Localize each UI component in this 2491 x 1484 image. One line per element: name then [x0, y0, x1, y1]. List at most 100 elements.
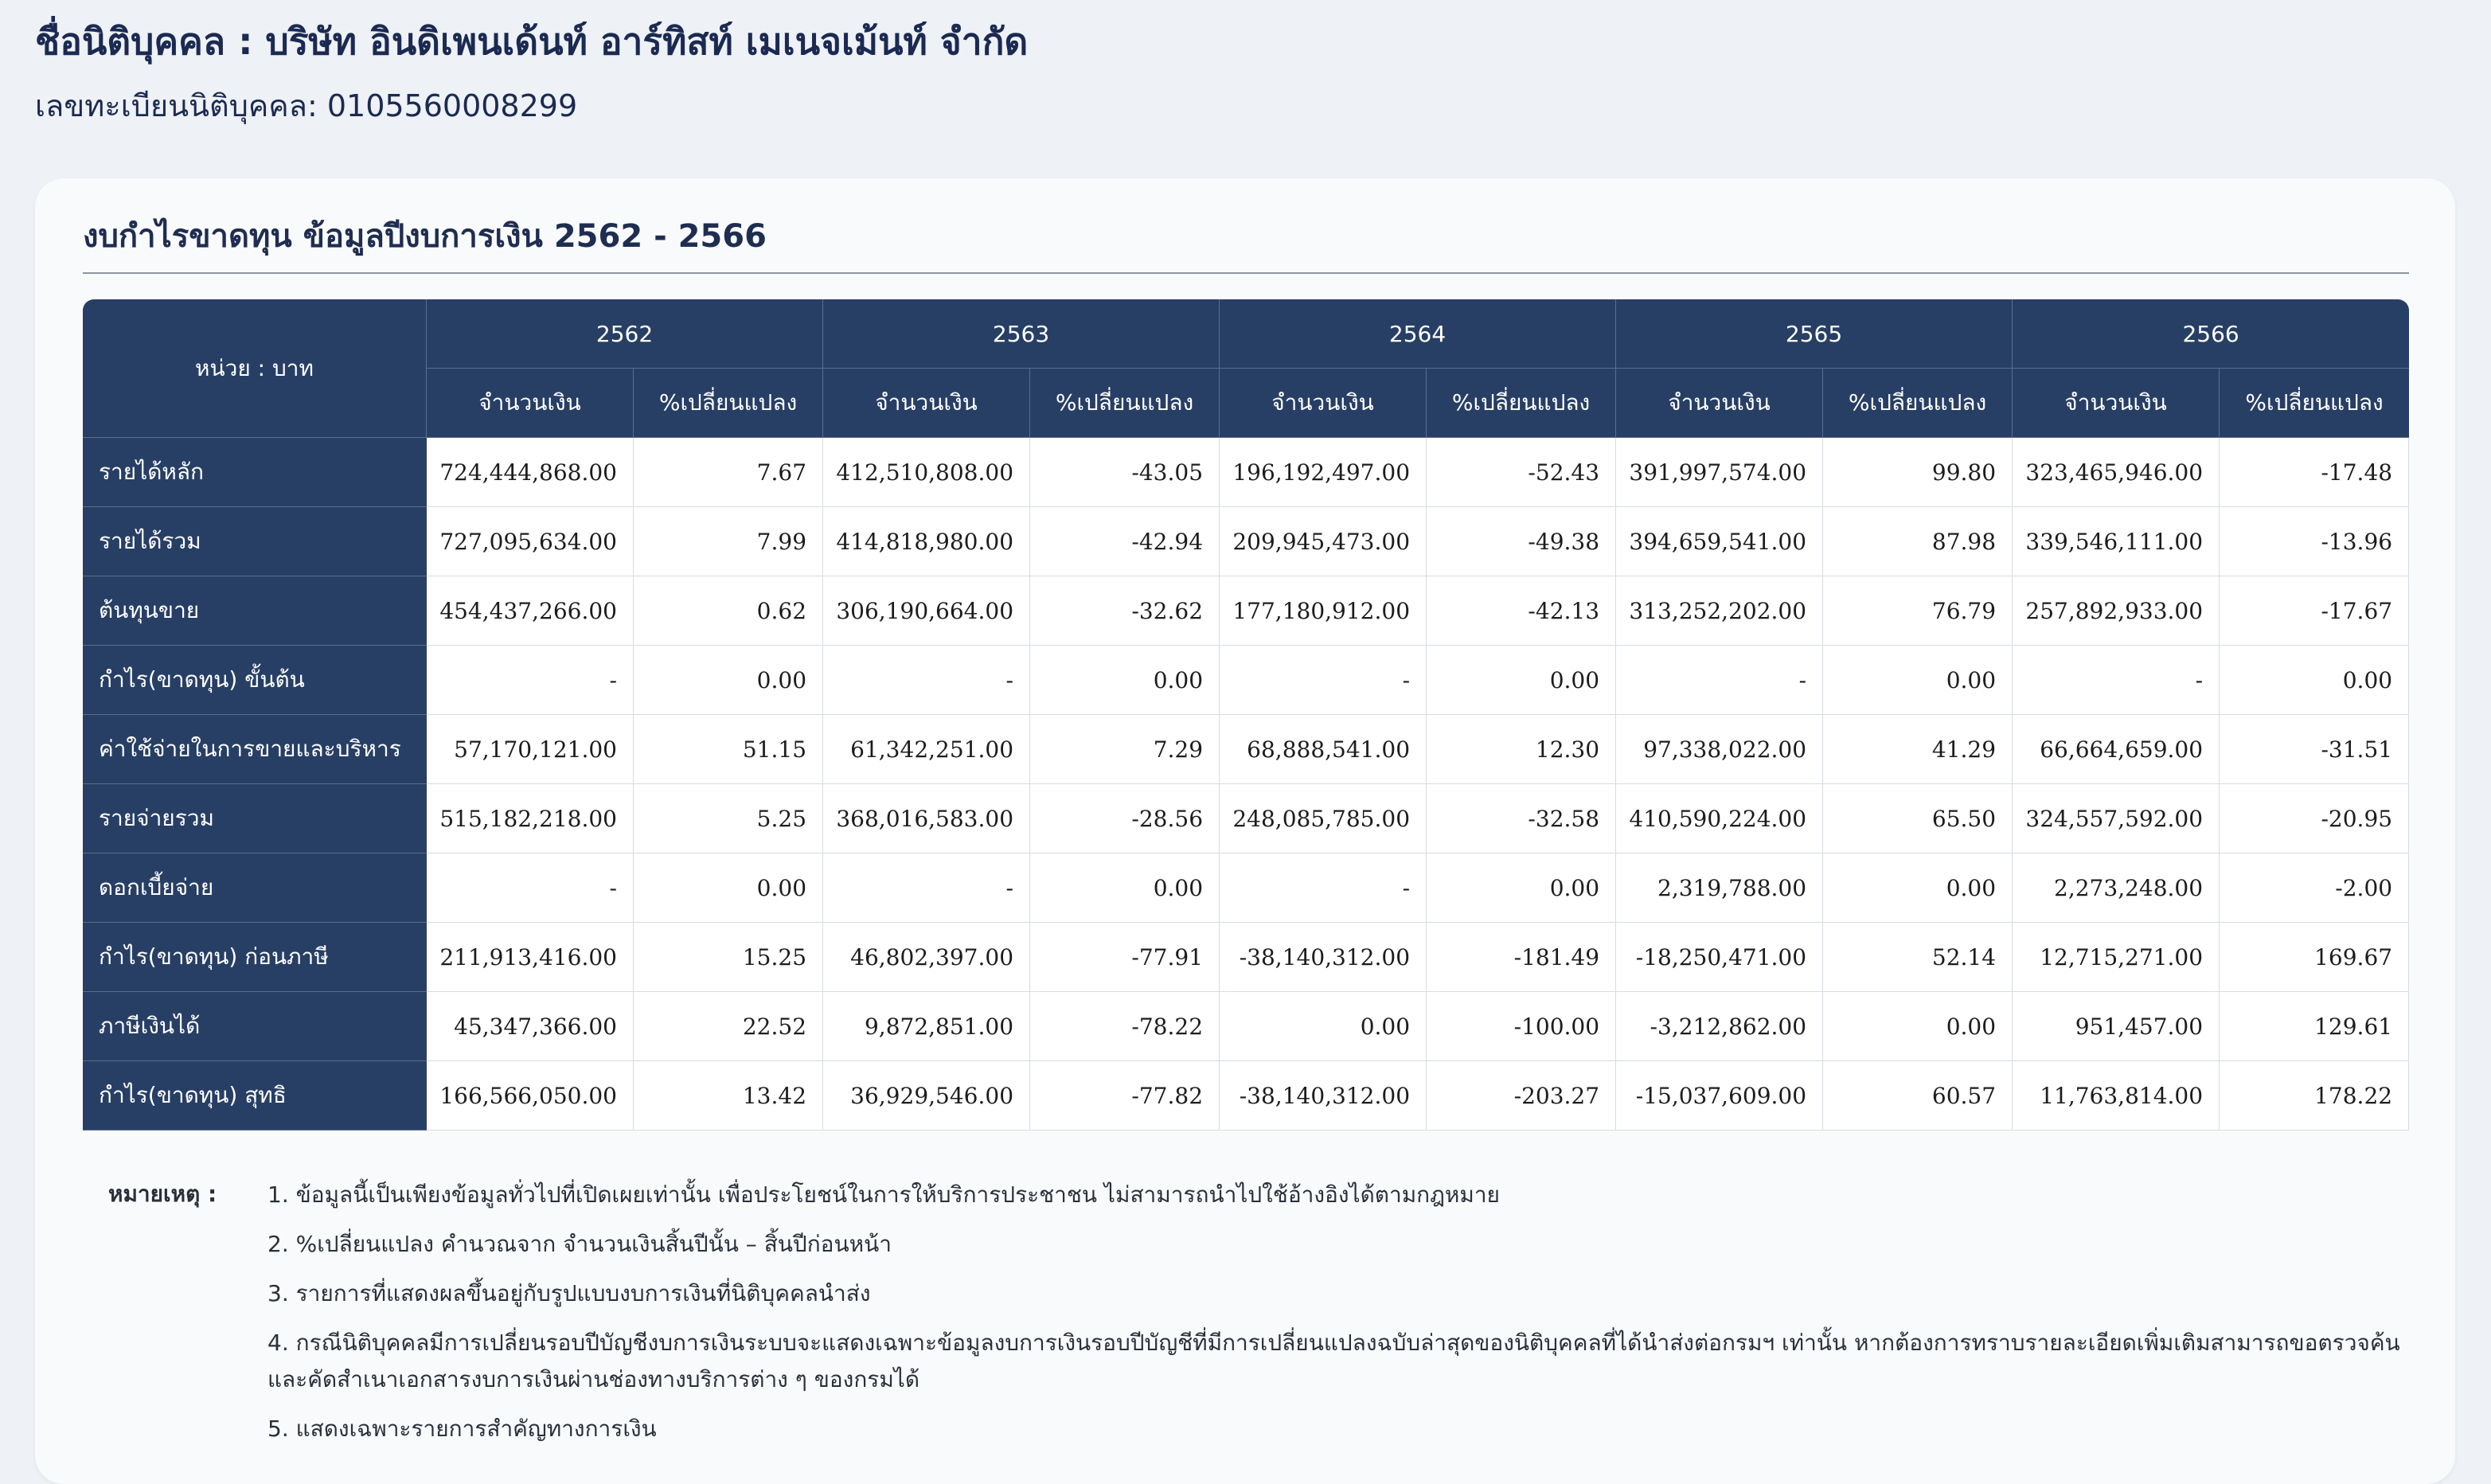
company-name: ชื่อนิติบุคคล : บริษัท อินดิเพนเด้นท์ อา… [35, 20, 1029, 63]
amount-cell: 410,590,224.00 [1616, 784, 1824, 853]
amount-cell: 209,945,473.00 [1220, 507, 1427, 576]
table-body: รายได้หลัก 724,444,868.00 7.67 412,510,808.… [83, 438, 2410, 1131]
change-cell: 0.00 [634, 646, 824, 715]
row-label: ค่าใช้จ่ายในการขายและบริหาร [83, 715, 427, 784]
unit-header: หน่วย : บาท [83, 299, 427, 438]
note-item: 5. แสดงเฉพาะรายการสำคัญทางการเงิน [267, 1416, 657, 1442]
amount-cell: 339,546,111.00 [2013, 507, 2220, 576]
amount-cell: - [1616, 646, 1824, 715]
amount-cell: 0.00 [1220, 992, 1427, 1061]
column-header-row: จำนวนเงิน %เปลี่ยนแปลง จำนวนเงิน %เปลี่ย… [83, 369, 2410, 438]
amount-cell: 46,802,397.00 [823, 923, 1031, 992]
change-cell: -42.94 [1030, 507, 1220, 576]
row-label: รายจ่ายรวม [83, 784, 427, 853]
change-cell: 5.25 [634, 784, 824, 853]
income-statement-table: หน่วย : บาท 2562 2563 2564 2565 2566 จำน… [83, 299, 2410, 1131]
note-item: 4. กรณีนิติบุคคลมีการเปลี่ยนรอบปีบัญชีงบ… [267, 1330, 2400, 1392]
title-divider [83, 272, 2409, 274]
change-cell: 129.61 [2220, 992, 2410, 1061]
change-cell: -77.91 [1030, 923, 1220, 992]
change-cell: -13.96 [2220, 507, 2410, 576]
change-header: %เปลี่ยนแปลง [2220, 369, 2410, 438]
amount-cell: 97,338,022.00 [1616, 715, 1824, 784]
change-cell: 0.00 [1823, 646, 2013, 715]
amount-cell: 368,016,583.00 [823, 784, 1031, 853]
amount-cell: 11,763,814.00 [2013, 1061, 2220, 1131]
amount-cell: 391,997,574.00 [1616, 438, 1824, 507]
row-label: รายได้รวม [83, 507, 427, 576]
registration-number: เลขทะเบียนนิติบุคคล: 0105560008299 [35, 88, 578, 123]
table-row: กำไร(ขาดทุน) ก่อนภาษี 211,913,416.00 15.25… [83, 923, 2410, 992]
amount-cell: 177,180,912.00 [1220, 576, 1427, 646]
year-header: 2566 [2013, 299, 2410, 369]
amount-cell: 727,095,634.00 [427, 507, 634, 576]
change-cell: 99.80 [1823, 438, 2013, 507]
row-label: ดอกเบี้ยจ่าย [83, 853, 427, 923]
amount-cell: - [427, 646, 634, 715]
amount-cell: 196,192,497.00 [1220, 438, 1427, 507]
table-row: กำไร(ขาดทุน) ขั้นต้น -0.00-0.00-0.00-0.00… [83, 646, 2410, 715]
amount-cell: 313,252,202.00 [1616, 576, 1824, 646]
amount-cell: 724,444,868.00 [427, 438, 634, 507]
change-cell: -43.05 [1030, 438, 1220, 507]
change-cell: 0.00 [634, 853, 824, 923]
table-row: ค่าใช้จ่ายในการขายและบริหาร 57,170,121.00… [83, 715, 2410, 784]
amount-cell: - [427, 853, 634, 923]
table-row: ภาษีเงินได้ 45,347,366.00 22.52 9,872,851.0… [83, 992, 2410, 1061]
amount-cell: 323,465,946.00 [2013, 438, 2220, 507]
amount-cell: 166,566,050.00 [427, 1061, 634, 1131]
change-cell: 0.00 [1823, 992, 2013, 1061]
change-cell: 0.00 [1427, 853, 1617, 923]
change-cell: 65.50 [1823, 784, 2013, 853]
notes-list: 1. ข้อมูลนี้เป็นเพียงข้อมูลทั่วไปที่เปิด… [267, 1177, 2401, 1460]
change-cell: 87.98 [1823, 507, 2013, 576]
income-statement-card: งบกำไรขาดทุน ข้อมูลปีงบการเงิน 2562 - 25… [35, 178, 2455, 1484]
change-cell: -203.27 [1427, 1061, 1617, 1131]
table-row: รายได้หลัก 724,444,868.00 7.67 412,510,808.… [83, 438, 2410, 507]
amount-cell: 412,510,808.00 [823, 438, 1031, 507]
amount-cell: - [1220, 646, 1427, 715]
amount-cell: - [823, 853, 1031, 923]
change-cell: 178.22 [2220, 1061, 2410, 1131]
change-cell: 52.14 [1823, 923, 2013, 992]
amount-header: จำนวนเงิน [1616, 369, 1824, 438]
change-cell: 0.00 [1030, 853, 1220, 923]
change-cell: 22.52 [634, 992, 824, 1061]
amount-cell: 36,929,546.00 [823, 1061, 1031, 1131]
row-label: กำไร(ขาดทุน) สุทธิ [83, 1061, 427, 1131]
change-cell: -52.43 [1427, 438, 1617, 507]
change-cell: -2.00 [2220, 853, 2410, 923]
amount-cell: -18,250,471.00 [1616, 923, 1824, 992]
year-header: 2563 [823, 299, 1220, 369]
amount-cell: - [1220, 853, 1427, 923]
change-cell: -32.62 [1030, 576, 1220, 646]
amount-cell: 61,342,251.00 [823, 715, 1031, 784]
note-item: 2. %เปลี่ยนแปลง คำนวณจาก จำนวนเงินสิ้นปี… [267, 1231, 892, 1257]
amount-header: จำนวนเงิน [1220, 369, 1427, 438]
card-title: งบกำไรขาดทุน ข้อมูลปีงบการเงิน 2562 - 25… [83, 218, 767, 255]
note-item: 1. ข้อมูลนี้เป็นเพียงข้อมูลทั่วไปที่เปิด… [267, 1181, 1500, 1208]
change-header: %เปลี่ยนแปลง [1427, 369, 1617, 438]
table-row: รายได้รวม 727,095,634.00 7.99 414,818,980.0… [83, 507, 2410, 576]
amount-cell: 257,892,933.00 [2013, 576, 2220, 646]
change-cell: 60.57 [1823, 1061, 2013, 1131]
amount-header: จำนวนเงิน [427, 369, 634, 438]
row-label: รายได้หลัก [83, 438, 427, 507]
change-cell: -49.38 [1427, 507, 1617, 576]
change-cell: 0.00 [1823, 853, 2013, 923]
amount-header: จำนวนเงิน [2013, 369, 2220, 438]
row-label: ภาษีเงินได้ [83, 992, 427, 1061]
change-cell: 0.62 [634, 576, 824, 646]
change-cell: 7.67 [634, 438, 824, 507]
change-cell: 0.00 [2220, 646, 2410, 715]
change-cell: 13.42 [634, 1061, 824, 1131]
note-item: 3. รายการที่แสดงผลขึ้นอยู่กับรูปแบบงบการ… [267, 1280, 871, 1306]
amount-cell: 2,319,788.00 [1616, 853, 1824, 923]
change-cell: 76.79 [1823, 576, 2013, 646]
change-header: %เปลี่ยนแปลง [1030, 369, 1220, 438]
amount-cell: -38,140,312.00 [1220, 1061, 1427, 1131]
table-row: ดอกเบี้ยจ่าย -0.00-0.00-0.00 2,319,788.00 0… [83, 853, 2410, 923]
table-row: กำไร(ขาดทุน) สุทธิ 166,566,050.00 13.42 36,… [83, 1061, 2410, 1131]
change-cell: -181.49 [1427, 923, 1617, 992]
table-row: รายจ่ายรวม 515,182,218.00 5.25 368,016,583.… [83, 784, 2410, 853]
